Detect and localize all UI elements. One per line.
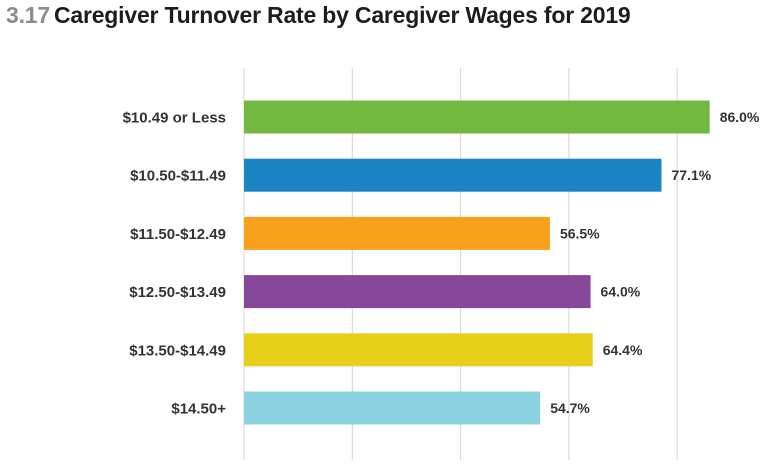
chart-title: 3.17 Caregiver Turnover Rate by Caregiver… xyxy=(6,2,631,29)
bar-0 xyxy=(244,100,710,134)
value-label-2: 56.5% xyxy=(560,225,600,241)
bar-2 xyxy=(244,216,550,250)
chart-number: 3.17 xyxy=(6,2,50,28)
category-label-0: $10.49 or Less xyxy=(123,110,226,127)
bar-1 xyxy=(244,158,662,192)
bar-3 xyxy=(244,275,591,309)
category-label-3: $12.50-$13.49 xyxy=(129,284,226,301)
value-label-3: 64.0% xyxy=(601,284,641,300)
bar-4 xyxy=(244,333,593,367)
value-label-1: 77.1% xyxy=(671,167,711,183)
bar-5 xyxy=(244,391,541,425)
value-label-0: 86.0% xyxy=(720,109,760,125)
category-label-4: $13.50-$14.49 xyxy=(129,342,226,359)
category-label-5: $14.50+ xyxy=(171,401,226,418)
value-label-4: 64.4% xyxy=(603,342,643,358)
value-label-5: 54.7% xyxy=(550,400,590,416)
category-label-2: $11.50-$12.49 xyxy=(130,226,226,243)
chart-title-text: Caregiver Turnover Rate by Caregiver Wag… xyxy=(53,2,631,28)
category-label-1: $10.50-$11.49 xyxy=(130,168,226,185)
